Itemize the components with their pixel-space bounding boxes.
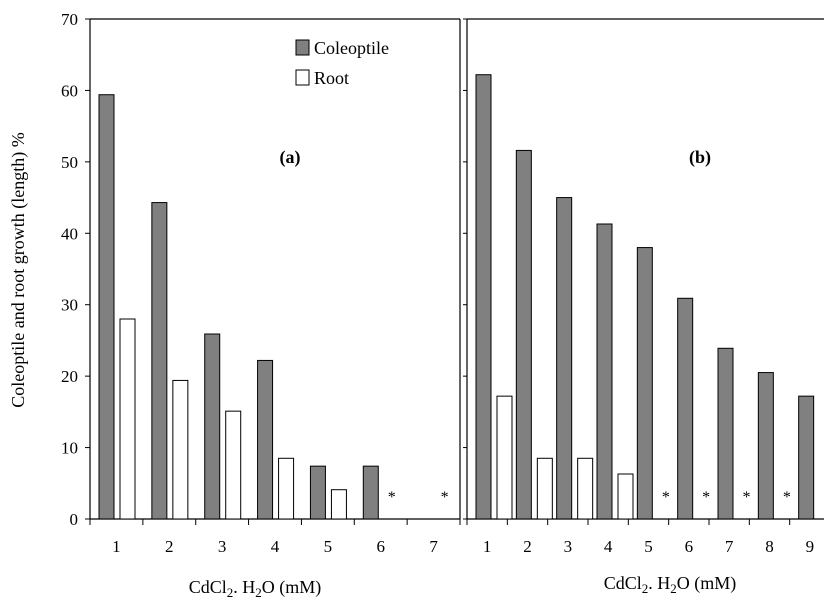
bar-root-3 — [225, 410, 242, 520]
bar-coleoptile-5 — [636, 247, 653, 520]
bar-coleoptile-6 — [362, 465, 379, 520]
x-tick-label: 6 — [376, 537, 385, 556]
bar-coleoptile-9 — [798, 395, 815, 520]
y-tick-label: 70 — [61, 10, 78, 29]
x-tick-label: 9 — [806, 537, 815, 556]
x-axis-label: CdCl2. H2O (mM) — [604, 573, 737, 596]
bar-coleoptile-1 — [475, 74, 492, 520]
x-tick-label: 3 — [218, 537, 227, 556]
y-tick-label: 60 — [61, 81, 78, 100]
bar-coleoptile-3 — [556, 197, 573, 520]
bar-coleoptile-7 — [717, 347, 734, 520]
panel-label: (b) — [689, 147, 711, 168]
x-tick-label: 1 — [112, 537, 121, 556]
bar-coleoptile-5 — [309, 465, 326, 520]
marker-asterisk: * — [783, 489, 791, 506]
marker-asterisk: * — [388, 489, 396, 506]
bar-coleoptile-1 — [98, 94, 115, 520]
y-tick-label: 40 — [61, 224, 78, 243]
legend-swatch-root — [295, 69, 310, 86]
x-tick-label: 6 — [685, 537, 694, 556]
x-tick-label: 2 — [523, 537, 532, 556]
y-tick-label: 10 — [61, 439, 78, 458]
x-tick-label: 4 — [604, 537, 613, 556]
x-tick-label: 3 — [564, 537, 573, 556]
legend-swatch-coleoptile — [295, 39, 310, 56]
x-tick-label: 8 — [765, 537, 774, 556]
bar-root-1 — [119, 318, 136, 520]
bar-coleoptile-3 — [204, 333, 221, 520]
panel-a: 0 10 20 30 40 50 60 70 1 2 3 4 5 6 7 * * (a) CdCl2. H2O (m… — [61, 10, 461, 600]
bar-coleoptile-4 — [257, 359, 274, 520]
bar-root-2 — [172, 379, 189, 520]
legend-label-root: Root — [314, 68, 349, 88]
marker-asterisk: * — [662, 489, 670, 506]
y-tick-label: 0 — [70, 510, 79, 529]
x-tick-label: 5 — [644, 537, 653, 556]
x-tick-label: 4 — [271, 537, 280, 556]
y-axis-label: Coleoptile and root growth (length) % — [8, 132, 29, 407]
marker-asterisk: * — [743, 489, 751, 506]
x-tick-label: 1 — [483, 537, 492, 556]
marker-asterisk: * — [441, 489, 449, 506]
marker-asterisk: * — [702, 489, 710, 506]
x-axis-label: CdCl2. H2O (mM) — [189, 577, 322, 600]
bar-root-5 — [330, 489, 347, 520]
x-tick-label: 7 — [725, 537, 734, 556]
y-tick-label: 50 — [61, 153, 78, 172]
y-tick-label: 30 — [61, 296, 78, 315]
bar-root-4 — [617, 473, 634, 520]
bar-coleoptile-4 — [596, 223, 613, 520]
bar-root-3 — [577, 457, 594, 520]
bar-coleoptile-2 — [515, 149, 532, 520]
bar-root-4 — [278, 457, 295, 520]
x-tick-label: 7 — [429, 537, 438, 556]
bar-coleoptile-2 — [151, 202, 168, 520]
x-tick-label: 5 — [324, 537, 333, 556]
bar-root-2 — [536, 457, 553, 520]
bar-root-1 — [496, 395, 513, 520]
legend-label-coleoptile: Coleoptile — [314, 38, 389, 58]
x-tick-label: 2 — [165, 537, 174, 556]
legend: Coleoptile Root — [295, 38, 389, 88]
y-tick-label: 20 — [61, 367, 78, 386]
panel-label: (a) — [280, 147, 301, 168]
bar-coleoptile-8 — [757, 372, 774, 520]
bar-coleoptile-6 — [677, 297, 694, 520]
